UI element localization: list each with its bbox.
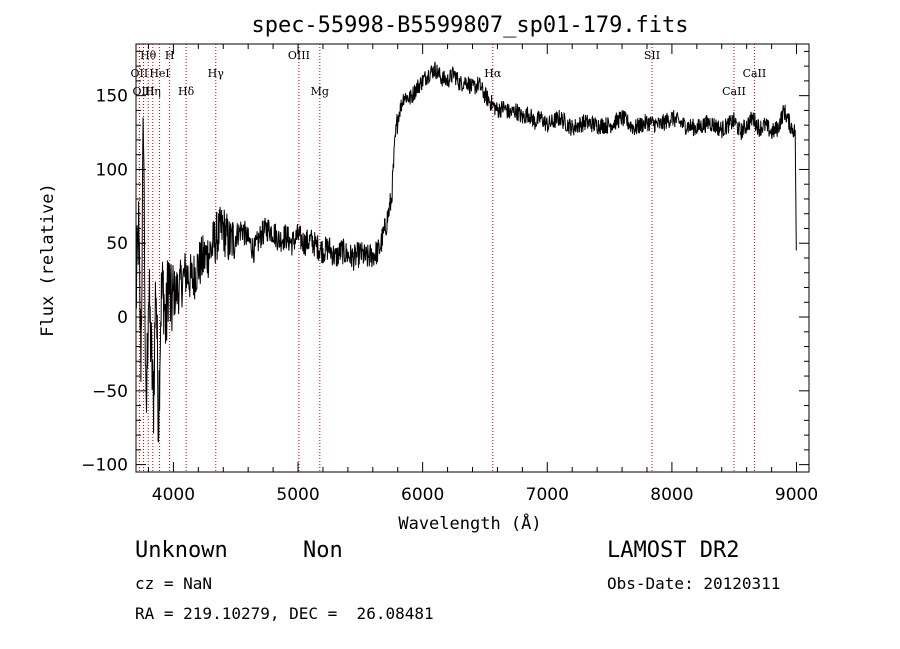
line-marker-label: CaII <box>743 67 767 80</box>
x-axis-label: Wavelength (Å) <box>398 512 541 534</box>
y-tick-label: −100 <box>81 456 128 476</box>
line-marker-label: HeI <box>149 67 169 80</box>
coordinates: RA = 219.10279, DEC = 26.08481 <box>135 604 434 623</box>
line-marker-label: Hα <box>484 67 502 80</box>
line-marker-label: Hγ <box>208 67 225 80</box>
x-tick-label: 8000 <box>650 485 693 505</box>
y-tick-label: −50 <box>92 382 128 402</box>
x-tick-label: 5000 <box>276 485 319 505</box>
line-marker-label: SII <box>644 49 660 62</box>
line-marker-label: Mg <box>311 85 329 98</box>
x-tick-label: 7000 <box>526 485 569 505</box>
y-tick-label: 150 <box>96 87 128 107</box>
line-marker-label: H <box>165 49 175 62</box>
line-marker-label: CaII <box>722 85 746 98</box>
x-tick-label: 9000 <box>775 485 818 505</box>
survey-name: LAMOST DR2 <box>607 538 740 563</box>
y-axis-label: Flux (relative) <box>38 183 58 337</box>
line-marker-label: OIII <box>132 85 154 98</box>
chart-title: spec-55998-B5599807_sp01-179.fits <box>251 13 688 38</box>
y-tick-labels: −100 −50 0 50 100 150 <box>81 87 128 476</box>
line-marker-label: OII <box>131 67 149 80</box>
y-tick-label: 100 <box>96 160 128 180</box>
object-subclass: Non <box>303 538 343 563</box>
y-tick-label: 50 <box>106 234 128 254</box>
spectrum-line <box>135 61 797 443</box>
y-tick-label: 0 <box>117 308 128 328</box>
object-class: Unknown <box>135 538 228 563</box>
line-marker-label: Hθ <box>140 49 157 62</box>
axis-ticks <box>136 44 809 472</box>
plot-frame <box>135 43 810 473</box>
line-marker-label: Hδ <box>178 85 195 98</box>
line-marker-label: OIII <box>288 49 310 62</box>
obs-date: Obs-Date: 20120311 <box>607 574 781 593</box>
x-tick-label: 6000 <box>401 485 444 505</box>
line-marker-label: Hη <box>145 85 161 98</box>
x-tick-label: 4000 <box>152 485 195 505</box>
redshift-cz: cz = NaN <box>135 574 213 593</box>
x-tick-labels: 4000 5000 6000 7000 8000 9000 <box>152 485 818 505</box>
